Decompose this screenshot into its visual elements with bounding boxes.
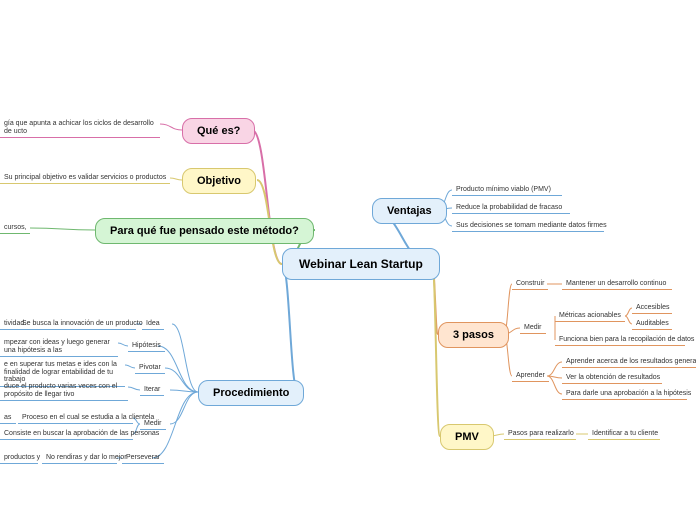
mindmap-leaf[interactable]: Se busca la innovación de un producto [18,318,136,330]
mindmap-leaf[interactable]: Su principal objetivo es validar servici… [0,172,170,184]
mindmap-leaf[interactable]: Iterar [140,384,164,396]
mindmap-leaf[interactable]: Mantener un desarrollo continuo [562,278,672,290]
mindmap-leaf[interactable]: Producto mínimo viablo (PMV) [452,184,562,196]
mindmap-node[interactable]: Objetivo [182,168,256,194]
mindmap-leaf[interactable]: Medir [520,322,546,334]
mindmap-leaf[interactable]: Accesibles [632,302,672,314]
mindmap-leaf[interactable]: Identificar a tu cliente [588,428,660,440]
mindmap-node[interactable]: Ventajas [372,198,447,224]
mindmap-node[interactable]: Para qué fue pensado este método? [95,218,314,244]
mindmap-leaf[interactable]: Construir [512,278,548,290]
mindmap-leaf[interactable]: Consiste en buscar la aprobación de las … [0,428,133,440]
mindmap-leaf[interactable]: productos y [0,452,38,464]
mindmap-leaf[interactable]: Para darle una aprobación a la hipótesis [562,388,687,400]
mindmap-node[interactable]: Procedimiento [198,380,304,406]
mindmap-leaf[interactable]: cursos, [0,222,30,234]
mindmap-leaf[interactable]: as [0,412,16,424]
mindmap-leaf[interactable]: Hipótesis [128,340,165,352]
mindmap-node[interactable]: Qué es? [182,118,255,144]
mindmap-leaf[interactable]: Reduce la probabilidad de fracaso [452,202,570,214]
mindmap-leaf[interactable]: duce el producto varias veces con el pro… [0,381,128,401]
mindmap-leaf[interactable]: Pasos para realizarlo [504,428,576,440]
mindmap-leaf[interactable]: Idea [142,318,164,330]
mindmap-leaf[interactable]: gía que apunta a achicar los ciclos de d… [0,118,160,138]
mindmap-node[interactable]: 3 pasos [438,322,509,348]
mindmap-node[interactable]: PMV [440,424,494,450]
mindmap-leaf[interactable]: Aprender [512,370,549,382]
mindmap-leaf[interactable]: No rendiras y dar lo mejor [42,452,117,464]
mindmap-leaf[interactable]: Funciona bien para la recopilación de da… [555,334,685,346]
mindmap-leaf[interactable]: tividad. [0,318,20,330]
mindmap-leaf[interactable]: Perseverar [122,452,164,464]
mindmap-leaf[interactable]: Auditables [632,318,672,330]
mindmap-leaf[interactable]: mpezar con ideas y luego generar una hip… [0,337,118,357]
mindmap-leaf[interactable]: Ver la obtención de resultados [562,372,662,384]
mindmap-node[interactable]: Webinar Lean Startup [282,248,440,280]
mindmap-leaf[interactable]: Métricas acionables [555,310,625,322]
mindmap-leaf[interactable]: Proceso en el cual se estudia a la clien… [18,412,133,424]
mindmap-leaf[interactable]: Pivotar [135,362,165,374]
mindmap-leaf[interactable]: Sus decisiones se tomam mediante datos f… [452,220,604,232]
mindmap-leaf[interactable]: Aprender acerca de los resultados genera… [562,356,696,368]
